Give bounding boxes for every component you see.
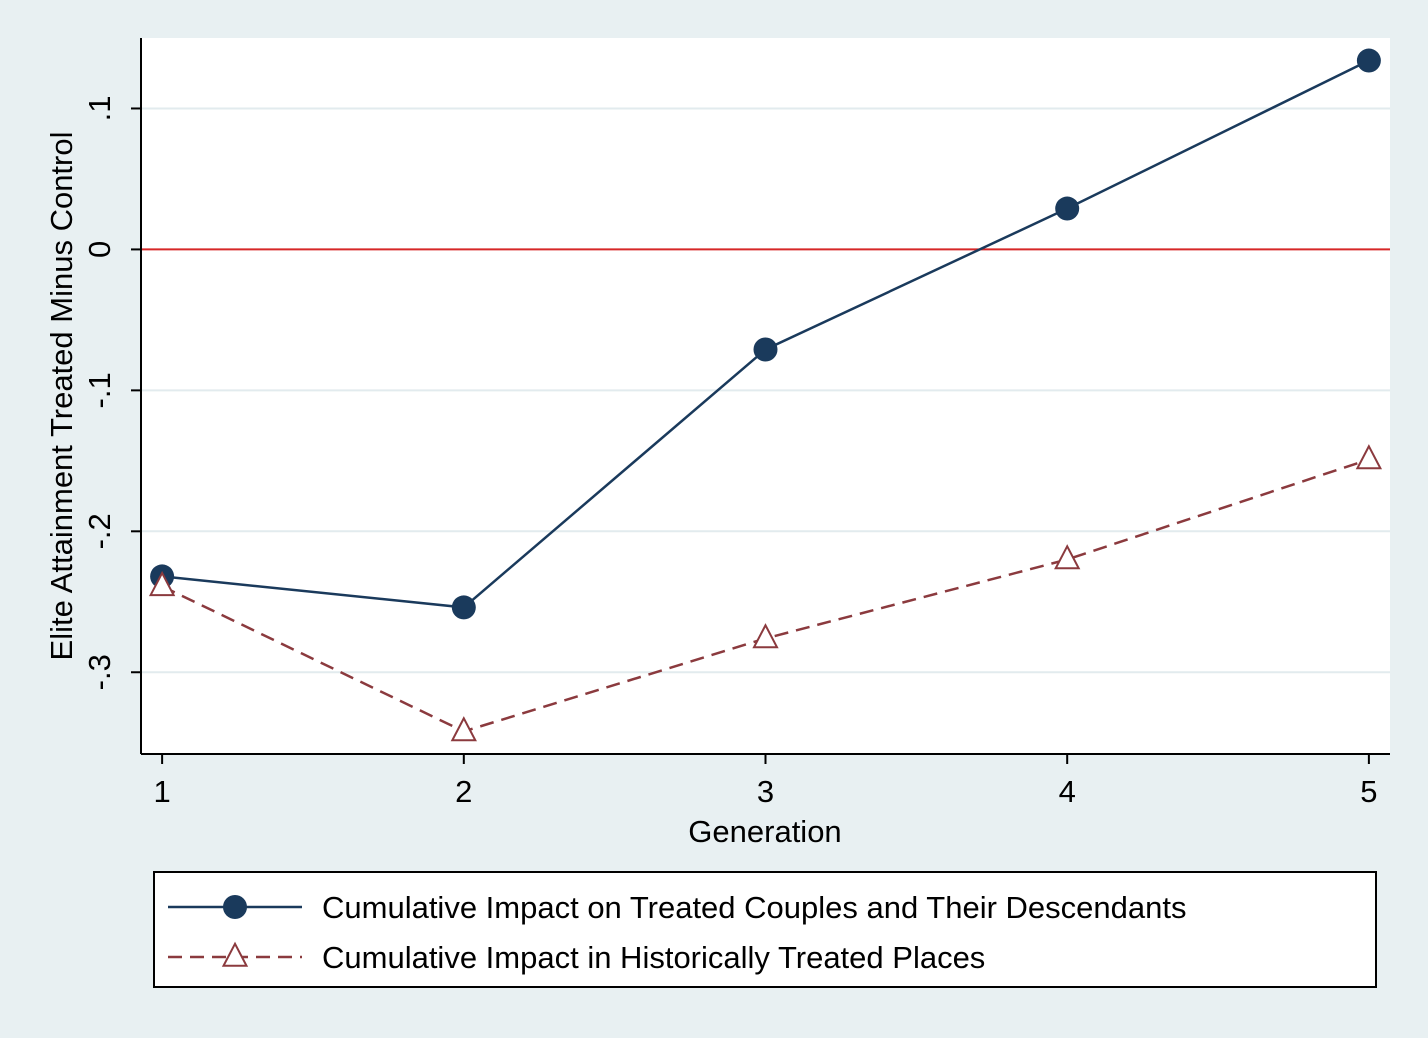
data-point xyxy=(451,595,476,620)
data-point xyxy=(1355,444,1383,470)
legend-label: Cumulative Impact in Historically Treate… xyxy=(322,940,985,975)
data-point xyxy=(752,623,779,649)
x-tick-label: 5 xyxy=(1360,774,1377,809)
y-tick-label: -.2 xyxy=(82,513,117,549)
x-tick-label: 3 xyxy=(757,774,774,809)
data-point xyxy=(753,337,778,362)
legend-items: Cumulative Impact on Treated Couples and… xyxy=(168,890,1186,975)
series-2 xyxy=(148,444,1383,742)
legend-marker xyxy=(223,895,247,919)
data-point xyxy=(148,570,176,597)
x-tick-label: 2 xyxy=(455,774,472,809)
legend-entry-2: Cumulative Impact in Historically Treate… xyxy=(168,940,985,975)
series-layer xyxy=(148,48,1383,742)
legend-box xyxy=(153,871,1377,988)
data-point xyxy=(450,716,477,742)
gridlines xyxy=(141,107,1390,674)
x-axis-title: Generation xyxy=(688,814,841,849)
y-tick-label: -.1 xyxy=(82,372,117,408)
y-axis-title: Elite Attainment Treated Minus Control xyxy=(44,132,79,661)
y-axis-ticks: -.3 -.2 -.1 0 .1 xyxy=(82,96,141,690)
y-tick-label: .1 xyxy=(82,96,117,122)
x-axis-ticks: 1 2 3 4 5 xyxy=(153,754,1378,809)
series-1 xyxy=(150,48,1381,620)
y-tick-label: 0 xyxy=(82,241,117,258)
legend-label: Cumulative Impact on Treated Couples and… xyxy=(322,890,1186,925)
x-tick-label: 4 xyxy=(1059,774,1076,809)
legend-entry-1: Cumulative Impact on Treated Couples and… xyxy=(168,890,1186,925)
y-tick-label: -.3 xyxy=(82,654,117,690)
x-tick-label: 1 xyxy=(153,774,170,809)
data-point xyxy=(1356,48,1381,73)
data-point xyxy=(1055,196,1080,221)
legend: Cumulative Impact on Treated Couples and… xyxy=(153,871,1377,988)
legend-marker xyxy=(221,941,249,967)
data-point xyxy=(1054,544,1081,570)
